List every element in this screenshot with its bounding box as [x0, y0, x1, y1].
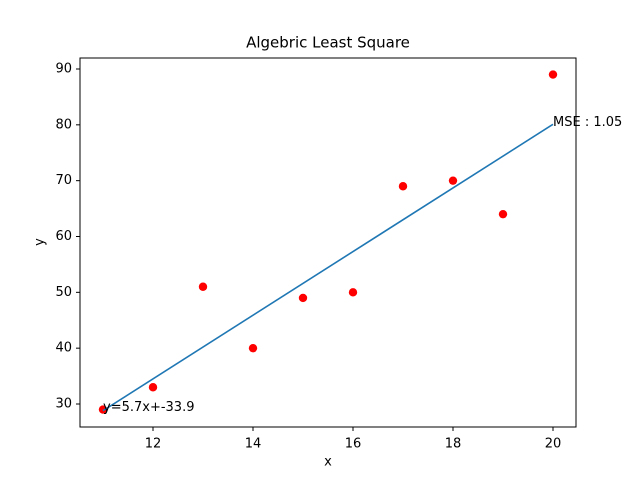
scatter-point: [298, 293, 308, 303]
scatter-point: [348, 288, 358, 297]
x-tick-label: 20: [545, 437, 562, 452]
x-tick-label: 12: [145, 437, 162, 452]
x-tick-label: 18: [445, 437, 462, 452]
x-tick-label: 16: [345, 437, 362, 452]
y-axis-label: y: [33, 238, 48, 246]
plot-frame: [79, 57, 577, 428]
y-tick-label: 40: [55, 341, 72, 356]
scatter-point: [148, 383, 158, 392]
scatter-point: [198, 282, 208, 291]
scatter-point: [498, 209, 508, 219]
y-tick-label: 50: [55, 285, 72, 300]
y-tick-label: 60: [55, 229, 72, 244]
y-tick-label: 70: [55, 173, 72, 188]
scatter-point: [98, 405, 108, 414]
scatter-point: [398, 182, 408, 191]
x-axis-label: x: [324, 455, 332, 470]
annotation: y=5.7x+-33.9: [103, 400, 194, 415]
y-tick-label: 30: [55, 396, 72, 411]
annotation: MSE : 1.05: [553, 115, 622, 130]
y-tick-label: 90: [55, 61, 72, 76]
scatter-point: [448, 176, 458, 185]
scatter-point: [248, 343, 258, 353]
scatter-point: [548, 70, 558, 79]
chart-title: Algebric Least Square: [246, 34, 410, 52]
fit-line: [102, 123, 554, 412]
y-tick-label: 80: [55, 117, 72, 132]
x-tick-label: 14: [245, 437, 262, 452]
